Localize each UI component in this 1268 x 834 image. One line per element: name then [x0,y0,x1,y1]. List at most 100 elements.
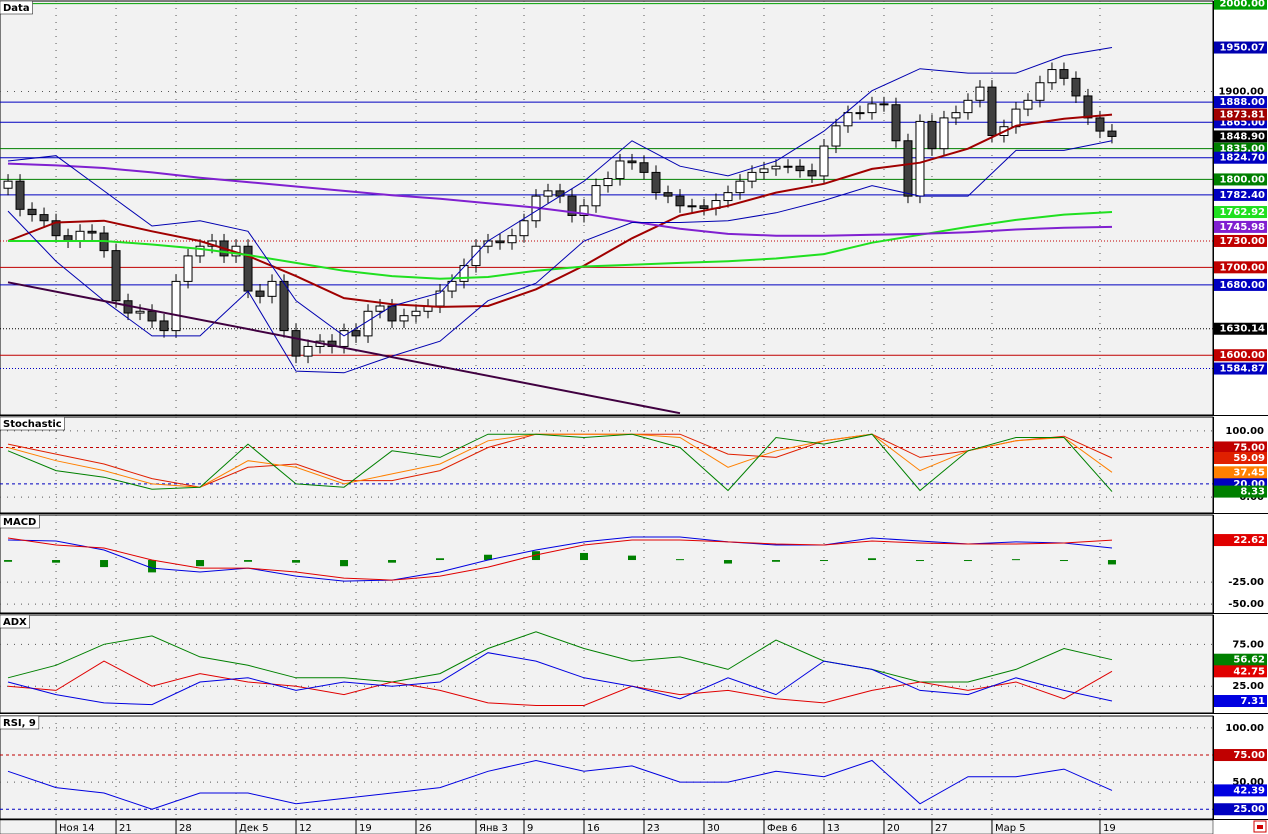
x-tick-label: 23 [647,823,660,834]
candle-body [915,120,925,197]
value-box-label: 22.62 [1233,535,1265,546]
value-box-label: 42.75 [1233,666,1265,677]
value-box-label: 1888.00 [1219,97,1265,108]
candle-body [987,86,997,136]
x-tick-label: 12 [299,823,312,834]
histogram-bar [627,555,636,561]
indicator-line [7,113,1113,308]
value-box [1214,695,1267,708]
histogram-bar [532,551,541,561]
histogram-bar [340,560,349,567]
candle-body [291,330,301,357]
candle-body [939,117,949,150]
value-box [1214,451,1267,464]
candle-body [891,104,901,142]
candle-body [759,168,769,173]
right-axis [1213,417,1268,513]
candle-body [1071,77,1081,97]
value-box [1214,441,1267,454]
value-box [1214,466,1267,479]
histogram-bar [723,560,732,564]
value-box-label: 1800.00 [1219,174,1265,185]
value-box [1214,784,1267,797]
value-box-label: 1700.00 [1219,262,1265,273]
value-box-label: 1600.00 [1219,350,1265,361]
candle-body [567,195,577,216]
candle-body [591,185,601,207]
x-tick-label: Ноя 14 [59,823,95,834]
histogram-bar [915,560,924,562]
histogram-bar [580,552,589,561]
candle-body [243,245,253,292]
value-box [1214,108,1267,121]
candle-body [795,165,805,172]
histogram-bar [675,559,684,561]
y-tick-label: 75.00 [1232,639,1264,650]
candle-body [75,230,85,242]
candle-body [267,280,277,297]
x-tick-label: 26 [419,823,432,834]
x-tick-label: Мар 5 [995,823,1026,834]
histogram-bar [1011,559,1020,561]
value-box-label: 1762.92 [1219,207,1265,218]
y-tick-label: 100.00 [1225,426,1264,437]
value-box [1214,322,1267,335]
date-axis [0,819,1214,834]
candle-body [1059,69,1069,79]
candle-body [147,310,157,322]
candle-body [51,220,61,237]
histogram-bar [867,558,876,561]
panel-title: Stochastic [3,419,62,430]
candle-body [603,178,613,187]
candle-body [15,180,25,210]
value-box-label: 56.62 [1233,655,1265,666]
histogram-bar [771,560,780,562]
indicator-line [7,433,1113,492]
candle-body [639,162,649,173]
candle-body [627,160,637,164]
y-tick-label: -50.00 [1228,599,1264,610]
candle-body [363,310,373,337]
x-tick-label: 16 [587,823,600,834]
value-box-label: 20.00 [1233,479,1265,490]
value-box-label: 1782.40 [1219,190,1265,201]
x-tick-label: 19 [359,823,372,834]
value-box-label: 1745.98 [1219,222,1265,233]
value-box [1214,220,1267,233]
histogram-bar [1107,560,1116,565]
candle-body [663,192,673,197]
histogram-bar [52,560,61,563]
panel-background [0,614,1214,714]
value-box-label: 2000.00 [1219,0,1265,10]
value-box-label: 42.39 [1233,785,1265,796]
x-tick-label: Фев 6 [767,823,797,834]
candle-body [1083,95,1093,119]
candle-body [615,160,625,180]
candle-body [543,190,553,197]
indicator-line [7,433,1113,488]
indicator-line [7,281,681,415]
value-box [1214,665,1267,678]
indicator-line [7,140,1113,374]
candle-body [39,214,49,222]
panel-background [0,416,1214,514]
value-box-label: 1950.07 [1219,43,1265,54]
candle-body [351,330,361,337]
x-tick-label: Дек 5 [239,823,269,834]
candle-body [555,190,565,197]
candle-body [495,240,505,244]
value-box-label: 1630.14 [1219,324,1265,335]
x-tick-label: 21 [119,823,132,834]
candle-body [843,112,853,127]
candle-body [675,195,685,207]
candle-body [399,315,409,322]
x-tick-label: 20 [887,823,900,834]
x-tick-label: 27 [935,823,948,834]
value-box-label: 7.31 [1240,696,1265,707]
histogram-bar [148,560,157,573]
value-box [1214,151,1267,164]
candle-body [855,112,865,115]
indicator-line [7,631,1113,683]
value-box-label: 1848.90 [1219,131,1265,142]
